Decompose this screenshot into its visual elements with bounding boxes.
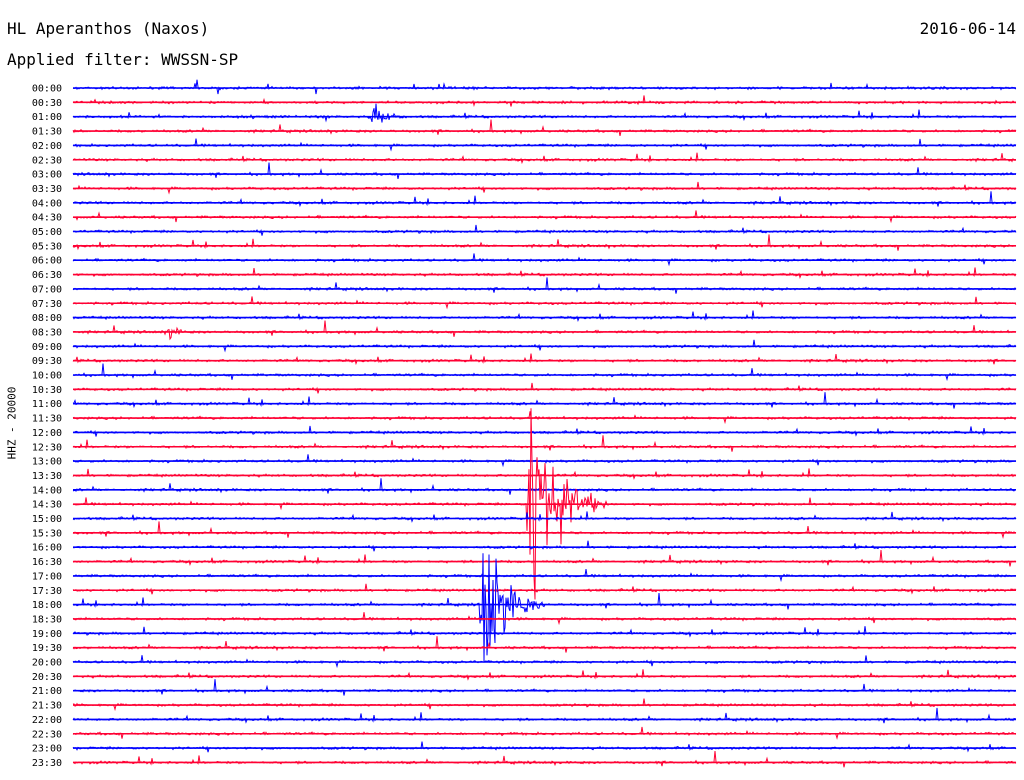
trace-line xyxy=(72,435,1017,452)
row-time-label: 10:30 xyxy=(32,385,62,396)
date-label: 2016-06-14 xyxy=(919,19,1016,38)
trace-line xyxy=(72,363,1017,382)
trace-line xyxy=(72,521,1017,539)
row-time-label: 10:00 xyxy=(32,371,62,382)
trace-line xyxy=(72,339,1017,353)
row-time-label: 22:00 xyxy=(32,715,62,726)
trace-line xyxy=(72,234,1017,251)
row-time-label: 13:30 xyxy=(32,471,62,482)
row-time-label: 01:00 xyxy=(32,112,62,123)
trace-line xyxy=(72,353,1017,366)
trace-line xyxy=(72,553,1017,662)
row-time-label: 03:00 xyxy=(32,170,62,181)
trace-line xyxy=(72,382,1017,394)
row-time-label: 16:00 xyxy=(32,543,62,554)
trace-line xyxy=(72,550,1017,567)
row-time-label: 02:00 xyxy=(32,141,62,152)
trace-line xyxy=(72,224,1017,236)
row-time-label: 07:30 xyxy=(32,299,62,310)
trace-line xyxy=(72,726,1017,740)
trace-line xyxy=(72,583,1017,595)
trace-line xyxy=(72,540,1017,552)
trace-line xyxy=(72,669,1017,681)
trace-line xyxy=(72,162,1017,180)
row-time-label: 11:00 xyxy=(32,399,62,410)
row-time-label: 17:30 xyxy=(32,586,62,597)
row-time-label: 09:30 xyxy=(32,356,62,367)
row-time-label: 05:00 xyxy=(32,227,62,238)
trace-line xyxy=(72,679,1017,696)
row-time-label: 15:00 xyxy=(32,514,62,525)
trace-line xyxy=(72,310,1017,322)
row-time-label: 08:30 xyxy=(32,327,62,338)
trace-line xyxy=(72,425,1017,437)
trace-line xyxy=(72,152,1016,165)
trace-line xyxy=(72,253,1016,267)
trace-line xyxy=(72,95,1017,108)
row-time-label: 14:30 xyxy=(32,500,62,511)
station-title: HL Aperanthos (Naxos) xyxy=(7,19,210,38)
row-time-label: 03:30 xyxy=(32,184,62,195)
row-time-label: 18:30 xyxy=(32,614,62,625)
trace-line xyxy=(72,320,1017,341)
trace-line xyxy=(72,612,1017,626)
trace-line xyxy=(72,191,1017,208)
row-time-label: 21:00 xyxy=(32,686,62,697)
row-time-label: 14:00 xyxy=(32,485,62,496)
row-time-label: 06:00 xyxy=(32,256,62,267)
trace-line xyxy=(72,626,1017,638)
row-time-label: 18:00 xyxy=(32,600,62,611)
row-time-label: 21:30 xyxy=(32,701,62,712)
trace-line xyxy=(72,103,1017,123)
row-time-label: 04:00 xyxy=(32,198,62,209)
trace-line xyxy=(72,79,1017,95)
trace-line xyxy=(72,119,1017,137)
trace-line xyxy=(72,181,1017,195)
row-time-label: 13:00 xyxy=(32,457,62,468)
row-time-label: 07:00 xyxy=(32,284,62,295)
row-time-label: 20:00 xyxy=(32,658,62,669)
row-time-label: 20:30 xyxy=(32,672,62,683)
trace-line xyxy=(72,655,1017,669)
row-time-label: 12:30 xyxy=(32,442,62,453)
row-time-label: 04:30 xyxy=(32,213,62,224)
trace-line xyxy=(72,296,1017,310)
filter-label: Applied filter: WWSSN-SP xyxy=(7,50,239,69)
trace-line xyxy=(72,636,1017,653)
row-time-label: 09:00 xyxy=(32,342,62,353)
row-time-label: 00:00 xyxy=(32,84,62,95)
trace-line xyxy=(72,750,1017,768)
row-time-label: 02:30 xyxy=(32,155,62,166)
row-time-label: 11:30 xyxy=(32,414,62,425)
trace-line xyxy=(72,267,1017,279)
trace-line xyxy=(72,741,1017,753)
row-time-label: 12:00 xyxy=(32,428,62,439)
row-time-label: 01:30 xyxy=(32,127,62,138)
trace-line xyxy=(72,138,1017,152)
trace-line xyxy=(72,569,1017,583)
row-time-label: 23:30 xyxy=(32,758,62,769)
row-time-label: 00:30 xyxy=(32,98,62,109)
trace-line xyxy=(72,392,1017,409)
trace-line xyxy=(72,698,1017,712)
row-time-label: 19:00 xyxy=(32,629,62,640)
trace-line xyxy=(72,277,1017,294)
trace-line xyxy=(72,707,1017,724)
row-time-label: 16:30 xyxy=(32,557,62,568)
row-time-label: 15:30 xyxy=(32,528,62,539)
trace-line xyxy=(72,210,1017,224)
row-time-label: 05:30 xyxy=(32,241,62,252)
row-time-label: 23:00 xyxy=(32,744,62,755)
row-time-label: 17:00 xyxy=(32,571,62,582)
row-time-label: 06:30 xyxy=(32,270,62,281)
row-time-label: 19:30 xyxy=(32,643,62,654)
trace-line xyxy=(72,511,1017,523)
row-time-label: 08:00 xyxy=(32,313,62,324)
row-time-label: 22:30 xyxy=(32,729,62,740)
trace-line xyxy=(72,411,1017,425)
